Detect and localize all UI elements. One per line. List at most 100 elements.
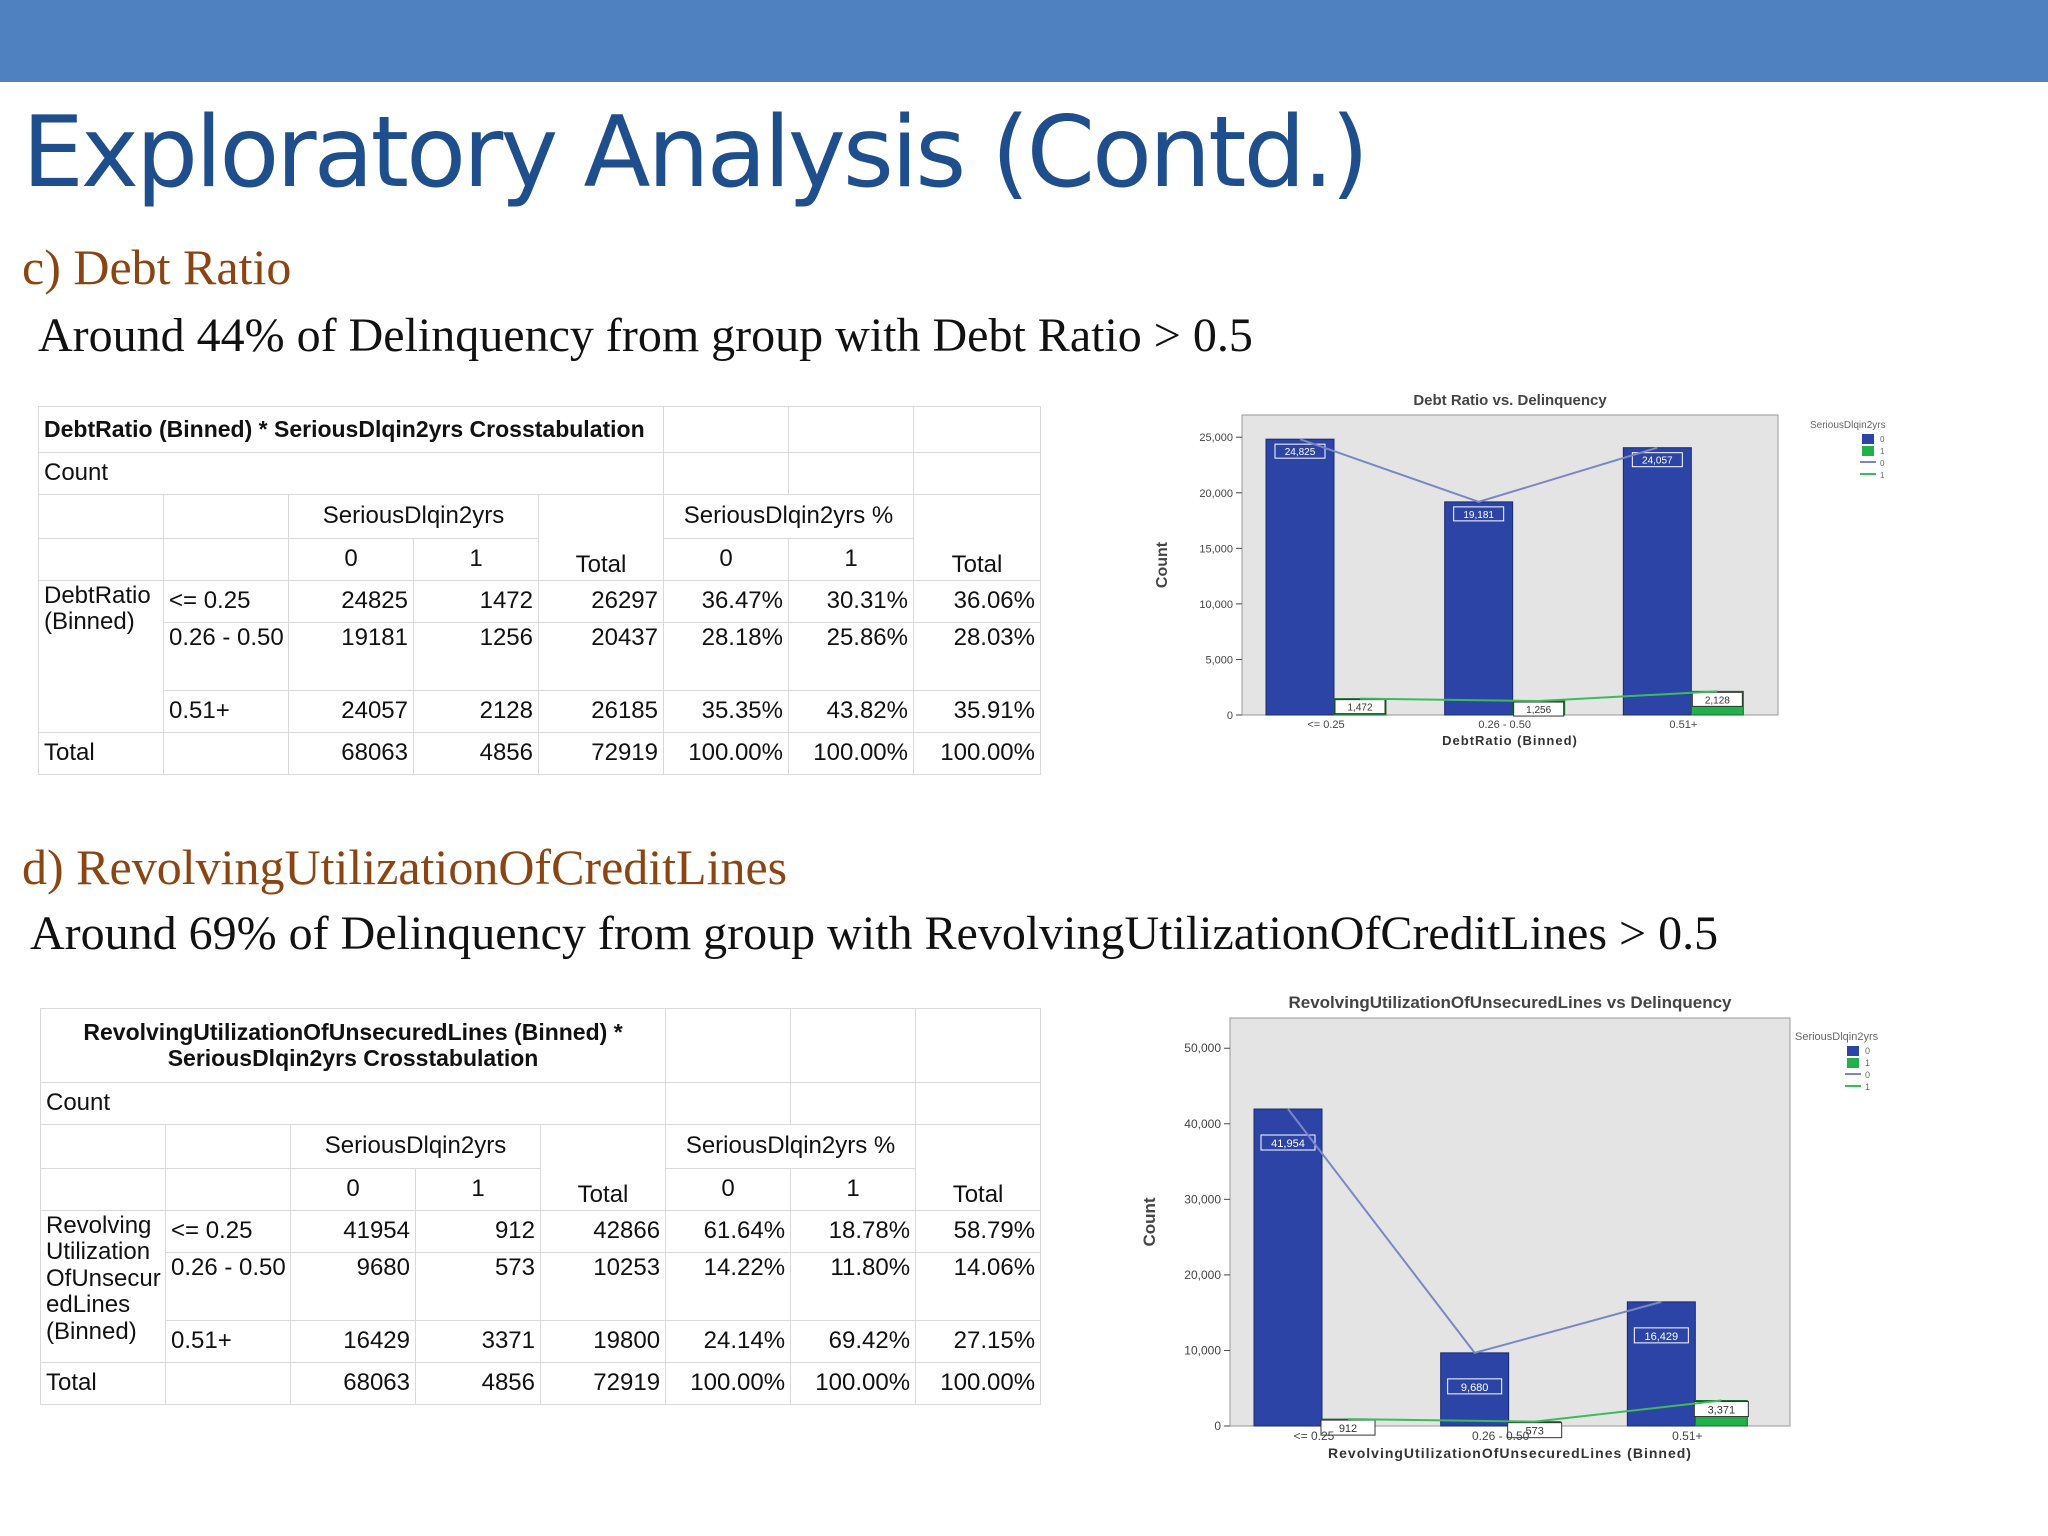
cell: 68063 [288,732,414,775]
data-label-box [1447,1378,1503,1395]
cell: 26297 [538,580,664,623]
cell: 69.42% [790,1320,917,1363]
cell: 25.86% [788,622,914,691]
crosstab-title: DebtRatio (Binned) * SeriousDlqin2yrs Cr… [38,406,664,453]
cell: 100.00% [665,1362,792,1405]
cell: 27.15% [915,1320,1042,1363]
row-variable-label: DebtRatio (Binned) [38,580,164,733]
cell: 35.91% [913,690,1041,733]
row-label: <= 0.25 [163,580,289,623]
plot-area [1229,1017,1791,1427]
y-tick-label: 10,000 [1184,1343,1221,1357]
section-d-heading: d) RevolvingUtilizationOfCreditLines [22,839,788,895]
count-label: Count [39,1082,667,1125]
cell: 24825 [288,580,414,623]
total-pct-header: Total [915,1124,1042,1211]
legend-swatch [1847,1058,1859,1068]
col-0-header: 0 [290,1168,416,1211]
data-label: 1,256 [1526,705,1551,716]
x-tick-label: 0.26 - 0.50 [1472,1429,1530,1443]
cell: 20437 [538,622,664,691]
cell: 1472 [413,580,539,623]
group-pct-header: SeriousDlqin2yrs % [663,494,914,539]
slide-title: Exploratory Analysis (Contd.) [22,96,1369,210]
top-banner [0,0,2048,82]
cell: 100.00% [913,732,1041,775]
crosstab-debt-ratio: DebtRatio (Binned) * SeriousDlqin2yrs Cr… [38,406,1041,775]
data-label: 573 [1525,1426,1543,1438]
col-1-header: 1 [413,538,539,581]
cell: 4856 [413,732,539,775]
cell: 19800 [539,1320,667,1363]
y-tick-label: 40,000 [1184,1117,1221,1131]
table-row: 0.51+ 16429 3371 19800 24.14% 69.42% 27.… [41,1320,1042,1363]
legend-label: 1 [1880,471,1885,480]
col-1-header: 1 [415,1168,541,1211]
y-tick-label: 30,000 [1184,1192,1221,1206]
legend-label: 1 [1865,1082,1870,1092]
data-label: 912 [1339,1423,1357,1435]
y-tick-label: 50,000 [1184,1041,1221,1055]
x-tick-label: 0.51+ [1669,719,1697,731]
cell: 9680 [290,1252,416,1321]
x-axis-label: RevolvingUtilizationOfUnsecuredLines (Bi… [1328,1445,1692,1461]
cell: 14.22% [665,1252,792,1321]
chart-title: RevolvingUtilizationOfUnsecuredLines vs … [1288,993,1732,1012]
data-label: 19,181 [1463,510,1494,521]
data-label-box [1260,1134,1316,1151]
table-row: DebtRatio (Binned) <= 0.25 24825 1472 26… [38,580,1041,733]
row-label: Total [40,1362,166,1405]
row-label: 0.51+ [163,690,289,733]
section-c-note: Around 44% of Delinquency from group wit… [38,309,1253,362]
crosstab-title: RevolvingUtilizationOfUnsecuredLines (Bi… [39,1008,667,1083]
legend-swatch [1862,434,1874,444]
cell: 100.00% [790,1362,917,1405]
cell: 72919 [539,1362,667,1405]
series-line [1287,1108,1662,1355]
group-header: SeriousDlqin2yrs [290,1124,541,1169]
cell: 26185 [538,690,664,733]
table-row: Revolving Utilization OfUnsecur edLines … [40,1210,1042,1363]
legend-title: SeriousDlqin2yrs [1810,420,1886,431]
legend-swatch [1862,446,1874,456]
legend-title: SeriousDlqin2yrs [1795,1031,1879,1043]
data-label: 1,472 [1347,703,1372,714]
bar [1253,1108,1323,1427]
cell: 573 [415,1252,541,1321]
y-tick-label: 10,000 [1199,599,1233,611]
bar [1444,501,1514,716]
data-label: 9,680 [1461,1382,1489,1394]
y-tick-label: 15,000 [1199,543,1233,555]
cell: 61.64% [665,1210,792,1253]
cell: 58.79% [915,1210,1042,1253]
cell: 10253 [539,1252,667,1321]
table-row: 0.51+ 24057 2128 26185 35.35% 43.82% 35.… [39,690,1041,733]
series-line [1299,438,1658,503]
chart-revolving-utilization: RevolvingUtilizationOfUnsecuredLines vs … [1140,993,1879,1461]
y-tick-label: 20,000 [1199,488,1233,500]
y-tick-label: 5,000 [1205,654,1233,666]
bar [1626,1301,1696,1427]
cell: 28.18% [663,622,789,691]
cell: 24057 [288,690,414,733]
group-header: SeriousDlqin2yrs [288,494,539,539]
x-tick-label: <= 0.25 [1294,1429,1335,1443]
data-label-box [1274,443,1326,459]
cell: 19181 [288,622,414,691]
cell: 3371 [415,1320,541,1363]
legend-label: 0 [1880,459,1885,468]
cell: 72919 [538,732,664,775]
y-tick-label: 25,000 [1199,432,1233,444]
legend-label: 1 [1865,1058,1870,1068]
cell: 100.00% [663,732,789,775]
row-variable-label: Revolving Utilization OfUnsecur edLines … [40,1210,166,1363]
legend-swatch [1847,1046,1859,1056]
y-axis-label: Count [1140,1197,1159,1246]
cell: 35.35% [663,690,789,733]
chart-title: Debt Ratio vs. Delinquency [1413,392,1607,409]
y-tick-label: 0 [1214,1419,1221,1433]
data-label: 3,371 [1708,1405,1736,1417]
x-axis-label: DebtRatio (Binned) [1442,733,1578,748]
cell: 36.47% [663,580,789,623]
bar [1622,447,1692,716]
